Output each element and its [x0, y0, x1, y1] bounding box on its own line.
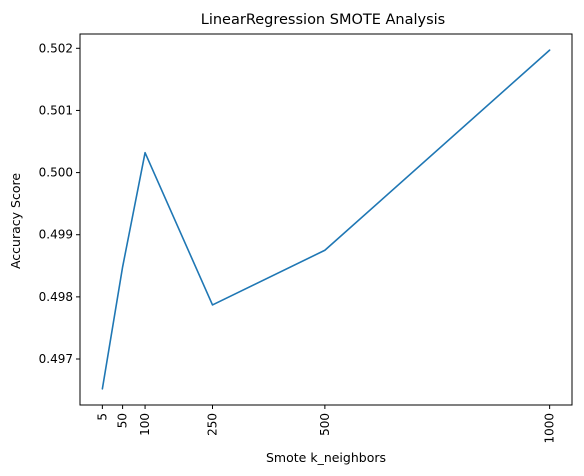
y-tick-label: 0.497 — [39, 352, 73, 366]
y-axis-label: Accuracy Score — [8, 173, 23, 269]
y-tick-label: 0.501 — [39, 103, 73, 117]
data-point — [549, 49, 551, 51]
x-tick-label: 250 — [205, 413, 219, 436]
y-tick-label: 0.500 — [39, 166, 73, 180]
x-tick-label: 500 — [318, 413, 332, 436]
data-point — [212, 304, 214, 306]
y-tick-label: 0.498 — [39, 290, 73, 304]
data-point — [122, 266, 124, 268]
x-tick-label: 5 — [95, 413, 109, 421]
y-tick-label: 0.499 — [39, 228, 73, 242]
x-tick-label: 100 — [138, 413, 152, 436]
x-tick-label: 50 — [116, 413, 130, 428]
x-tick-label: 1000 — [543, 413, 557, 444]
data-point — [324, 249, 326, 251]
x-axis-label: Smote k_neighbors — [266, 450, 386, 465]
data-point — [144, 152, 146, 154]
data-point — [102, 388, 104, 390]
y-tick-label: 0.502 — [39, 41, 73, 55]
chart-title: LinearRegression SMOTE Analysis — [201, 12, 445, 28]
